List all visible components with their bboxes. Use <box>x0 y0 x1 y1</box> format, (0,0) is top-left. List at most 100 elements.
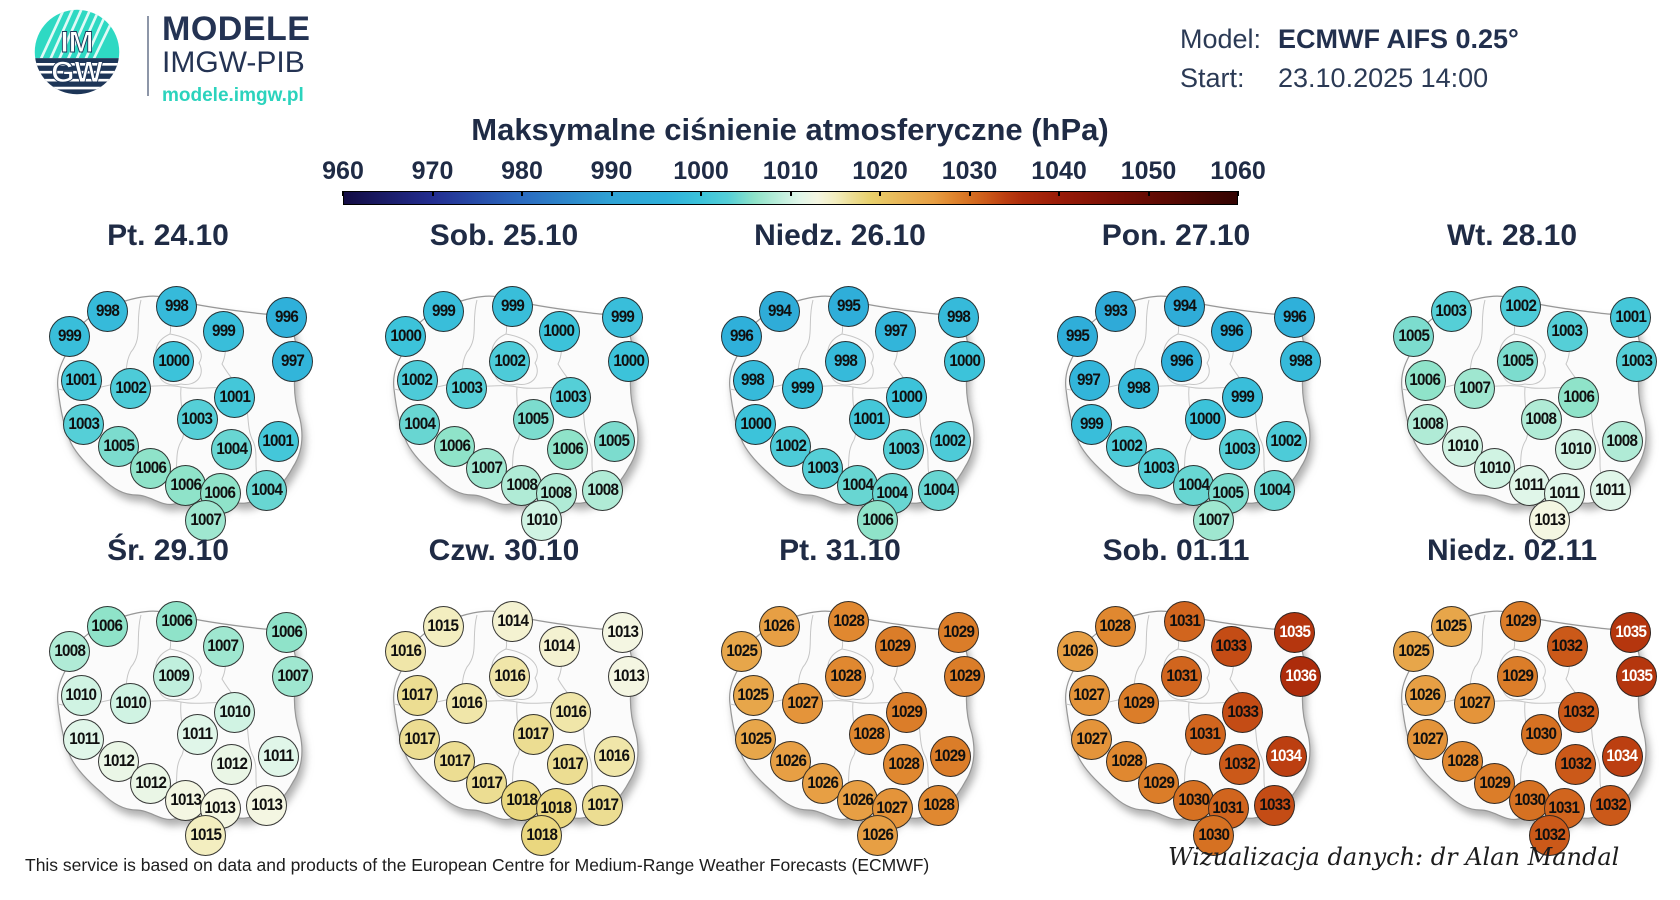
pressure-bubble: 1011 <box>1508 464 1550 506</box>
pressure-bubble: 999 <box>1071 404 1113 445</box>
pressure-bubble: 1026 <box>857 815 899 857</box>
pressure-value: 1028 <box>888 754 920 773</box>
pressure-bubble: 1011 <box>1590 470 1632 511</box>
pressure-bubble: 1010 <box>214 691 256 733</box>
pressure-bubble: 1006 <box>130 447 172 489</box>
pressure-bubble: 999 <box>492 285 534 327</box>
pressure-value: 1002 <box>114 379 147 398</box>
pressure-value: 1001 <box>853 409 886 428</box>
pressure-bubble: 1003 <box>550 376 592 418</box>
pressure-bubble: 1029 <box>1117 683 1159 725</box>
pressure-bubble: 1003 <box>1616 340 1658 382</box>
pressure-bubble: 1004 <box>918 470 960 511</box>
pressure-value: 1030 <box>1513 790 1546 809</box>
pressure-bubble: 1025 <box>732 675 774 716</box>
pressure-value: 1008 <box>53 642 86 660</box>
pressure-value: 1032 <box>1563 702 1595 721</box>
pressure-value: 1029 <box>1122 694 1155 713</box>
pressure-bubble: 1026 <box>1404 675 1446 716</box>
brand-site-link[interactable]: modele.imgw.pl <box>162 84 304 106</box>
pressure-value: 1034 <box>1270 746 1303 765</box>
pressure-bubble: 1034 <box>1265 735 1307 777</box>
pressure-bubble: 1015 <box>185 815 227 857</box>
pressure-value: 1029 <box>1479 773 1511 792</box>
pressure-bubble: 1025 <box>735 719 777 760</box>
pressure-bubble: 1006 <box>156 600 198 642</box>
colorbar-tick-mark <box>1147 191 1150 196</box>
pressure-bubble: 1000 <box>608 340 650 382</box>
pressure-bubble: 1006 <box>434 426 476 467</box>
pressure-bubble: 998 <box>825 340 867 382</box>
pressure-bubble: 1006 <box>266 611 308 653</box>
pressure-value: 1031 <box>1548 798 1581 817</box>
colorbar-tick-label: 1000 <box>673 157 729 185</box>
pressure-bubble: 998 <box>156 285 198 327</box>
pressure-bubble: 1007 <box>272 655 314 697</box>
pressure-value: 999 <box>57 327 82 345</box>
pressure-value: 1029 <box>879 636 912 655</box>
colorbar-tick-label: 1030 <box>941 157 998 185</box>
pressure-value: 1016 <box>389 642 422 660</box>
pressure-value: 1008 <box>1412 415 1444 433</box>
poland-map: 1025 1029 1032 1035 1025 1029 1035 1026 1027 1032… <box>1367 569 1658 857</box>
pressure-value: 994 <box>767 302 792 321</box>
pressure-value: 1006 <box>91 617 124 636</box>
pressure-value: 1026 <box>775 752 807 770</box>
pressure-value: 1011 <box>263 746 294 765</box>
pressure-value: 1013 <box>251 796 283 814</box>
pressure-value: 1015 <box>427 617 460 636</box>
pressure-bubble: 1005 <box>512 398 554 440</box>
pressure-value: 1006 <box>271 622 303 641</box>
pressure-value: 1026 <box>1409 686 1442 704</box>
pressure-bubble: 1016 <box>550 691 592 733</box>
pressure-value: 1027 <box>1412 730 1444 748</box>
pressure-value: 1004 <box>841 475 874 494</box>
pressure-bubble: 1006 <box>857 500 899 542</box>
pressure-bubble: 1006 <box>547 428 589 470</box>
pressure-value: 1006 <box>135 458 167 477</box>
pressure-value: 1002 <box>934 431 967 450</box>
pressure-value: 1035 <box>1615 622 1647 641</box>
pressure-bubble: 1000 <box>735 404 777 445</box>
pressure-bubble: 1027 <box>1068 675 1110 716</box>
pressure-bubble: 1011 <box>63 719 105 760</box>
pressure-bubble: 1000 <box>538 310 580 352</box>
pressure-bubble: 1018 <box>521 815 563 857</box>
pressure-value: 1002 <box>1270 431 1303 450</box>
panel-day-title: Śr. 29.10 <box>107 534 229 567</box>
pressure-bubble: 1030 <box>1172 779 1214 821</box>
pressure-bubble: 1001 <box>60 360 102 401</box>
pressure-bubble: 1029 <box>1474 762 1516 804</box>
colorbar-tick-mark <box>968 191 971 196</box>
pressure-bubble: 1005 <box>1392 316 1434 357</box>
pressure-value: 1033 <box>1227 702 1259 721</box>
pressure-value: 997 <box>281 351 305 370</box>
pressure-bubble: 999 <box>422 291 464 333</box>
panel-day-title: Niedz. 26.10 <box>754 219 926 252</box>
pressure-value: 1032 <box>1560 754 1592 773</box>
pressure-bubble: 994 <box>1164 285 1206 327</box>
pressure-value: 998 <box>1289 351 1313 370</box>
pressure-bubble: 1000 <box>944 340 986 382</box>
pressure-bubble: 1011 <box>257 735 299 777</box>
pressure-bubble: 1008 <box>48 631 90 672</box>
pressure-value: 1002 <box>775 437 807 455</box>
pressure-value: 1003 <box>450 379 483 398</box>
colorbar: 960 970 980 990 1000 1010 1020 1030 1040 1050 1060 <box>322 157 1266 207</box>
pressure-bubble: 1004 <box>211 428 253 470</box>
pressure-bubble: 1012 <box>130 762 172 804</box>
pressure-value: 1010 <box>526 511 558 530</box>
pressure-bubble: 1034 <box>1601 735 1643 777</box>
pressure-bubble: 999 <box>1222 376 1264 418</box>
credit-text: Wizualizacja danych: dr Alan Mandal <box>1168 843 1620 871</box>
pressure-value: 1000 <box>613 351 645 370</box>
colorbar-tick-label: 1020 <box>852 157 908 185</box>
pressure-bubble: 1017 <box>396 675 438 716</box>
pressure-bubble: 1011 <box>176 713 218 755</box>
pressure-value: 1007 <box>471 458 503 477</box>
pressure-value: 1007 <box>207 636 240 655</box>
pressure-bubble: 999 <box>781 368 823 410</box>
pressure-value: 1002 <box>401 371 434 389</box>
pressure-value: 1025 <box>1397 642 1430 660</box>
pressure-bubble: 999 <box>48 316 90 357</box>
